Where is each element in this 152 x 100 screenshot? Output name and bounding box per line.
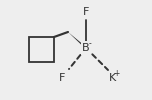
Bar <box>29 37 54 62</box>
Text: B: B <box>82 43 90 53</box>
Text: K: K <box>108 73 116 83</box>
Text: -: - <box>88 40 91 48</box>
Text: F: F <box>59 73 65 83</box>
Polygon shape <box>68 32 87 49</box>
Text: +: + <box>113 68 119 78</box>
Text: F: F <box>83 7 89 17</box>
